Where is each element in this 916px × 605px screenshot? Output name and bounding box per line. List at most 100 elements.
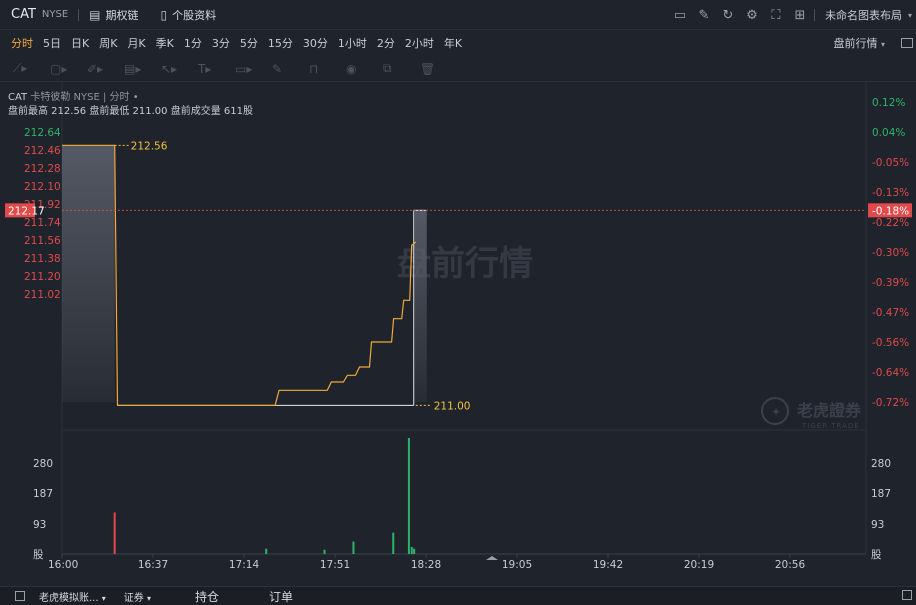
period-intraday[interactable]: 分时 [11,37,33,50]
tab-positions[interactable]: 持仓 [194,589,219,604]
price-tick-label: 212.46 [24,145,61,157]
market-session-label: 盘前行情 [833,37,878,50]
popout-icon[interactable] [902,590,912,600]
brand-sub: TIGER TRADE [801,422,860,430]
chevron-down-icon: ▾ [146,593,151,603]
volume-tick-label: 187 [33,488,53,500]
period-2h[interactable]: 2小时 [404,37,434,50]
period-1m[interactable]: 1分 [183,37,202,50]
price-tick-label: 211.20 [24,271,61,283]
market-session-selector[interactable]: 盘前行情 ▾ [833,35,885,51]
period-5d[interactable]: 5日 [43,37,61,50]
ruler-icon[interactable]: ▭▸ [235,61,253,76]
chart-area[interactable]: 212.64 212.46 212.28 212.10 211.92 211.74 211.… [0,82,916,586]
period-1h[interactable]: 1小时 [337,37,367,50]
volume-bar [407,438,410,554]
asset-type-selector[interactable]: 证券 ▾ [124,589,151,604]
period-2m[interactable]: 2分 [376,37,395,50]
pct-tick-label: -0.64% [872,367,909,379]
top-header: CAT NYSE ▤ 期权链 ▯ 个股资料 ▭ ✎ ↻ ⚙ ⛶ ⊞ 未命名图表布… [0,0,916,30]
expand-panel-icon[interactable] [901,38,913,48]
pct-tick-label: -0.72% [872,397,909,409]
cursor-icon[interactable]: ↖▸ [161,61,178,76]
volume-tick-label: 股 [33,549,44,561]
grid-icon[interactable]: ⊞ [794,7,806,23]
price-line [62,144,417,406]
rectangle-icon[interactable]: ▢▸ [50,61,68,76]
options-chain-link[interactable]: ▤ 期权链 [89,7,138,23]
period-15m[interactable]: 15分 [267,37,293,50]
brush-icon[interactable]: ✐▸ [87,61,104,76]
fullscreen-icon[interactable]: ⛶ [771,7,781,23]
time-tick-label: 16:00 [48,559,78,571]
brand-watermark: ✦ 老虎證券 TIGER TRADE [761,397,862,430]
brand-name: 老虎證券 [796,401,862,420]
volume-tick-label: 187 [871,488,891,500]
time-scroll-icon [486,556,498,560]
refresh-icon[interactable]: ↻ [722,7,734,23]
price-tick-label: 211.74 [24,217,61,229]
divider [78,8,80,21]
legend-sep: | [102,92,107,103]
pct-tick-label: 0.12% [872,97,905,109]
pct-tick-label: -0.47% [872,307,909,319]
volume-bar [410,546,413,554]
monitor-chart-icon[interactable]: ▭ [673,7,687,23]
pencil-icon[interactable]: ✎ [272,61,283,76]
pattern-icon[interactable]: ▤▸ [124,61,142,76]
time-tick-label: 19:42 [593,559,623,571]
period-5m[interactable]: 5分 [239,37,258,50]
period-monthly[interactable]: 月K [127,37,146,50]
price-volume-chart[interactable]: 212.64212.46212.28212.10211.92211.74211.… [0,82,916,586]
legend-menu-icon[interactable]: • [132,92,139,103]
text-icon[interactable]: T▸ [198,61,212,76]
drawing-toolbar: ⟋▸ ▢▸ ✐▸ ▤▸ ↖▸ T▸ ▭▸ ✎ ⊓ ◉ ⧉ 🗑 [0,56,916,82]
account-selector[interactable]: 老虎模拟账... ▾ [39,589,106,604]
price-tick-label: 212.10 [24,181,61,193]
edit-icon[interactable]: ✎ [698,7,710,23]
time-tick-label: 17:14 [229,559,260,571]
current-price-tag: 212.17 [8,205,45,217]
period-quarterly[interactable]: 季K [155,37,174,50]
current-range-shade [414,209,427,402]
low-label: 211.00 [434,400,471,412]
volume-tick-label: 280 [33,458,53,470]
gear-icon[interactable]: ⚙ [746,7,758,23]
chevron-down-icon: ▾ [880,40,885,49]
lock-icon[interactable]: ⊓ [309,61,319,76]
chevron-down-icon[interactable]: ▾ [907,10,912,20]
period-yearly[interactable]: 年K [443,37,463,50]
pct-tick-label: -0.56% [872,337,909,349]
magnet-icon[interactable]: ⧉ [383,61,392,75]
volume-bar [352,541,355,554]
time-tick-label: 20:56 [775,559,806,571]
volume-bar [265,548,268,554]
bottom-panel: 老虎模拟账... ▾ 证券 ▾ 持仓 订单 [0,586,916,605]
tab-orders[interactable]: 订单 [268,589,293,604]
volume-tick-label: 280 [871,458,891,470]
document-icon: ▯ [160,7,168,22]
high-label: 212.56 [131,140,168,152]
pct-tick-label: 0.04% [872,127,905,139]
period-bar-right: 盘前行情 ▾ [833,30,916,56]
account-label: 老虎模拟账... [39,592,99,604]
trend-line-icon[interactable]: ⟋▸ [13,61,28,75]
trash-icon[interactable]: 🗑 [420,61,436,76]
panel-toggle-icon[interactable] [15,591,25,601]
symbol-label[interactable]: CAT [11,7,36,22]
period-weekly[interactable]: 周K [99,37,118,50]
options-chain-label: 期权链 [105,8,139,22]
volume-tick-label: 股 [871,549,882,561]
legend-period: 分时 [109,92,130,103]
stock-profile-label: 个股资料 [172,8,217,22]
tiger-logo-icon: ✦ [771,405,781,419]
stock-profile-link[interactable]: ▯ 个股资料 [161,7,217,23]
period-30m[interactable]: 30分 [302,37,328,50]
period-3m[interactable]: 3分 [211,37,230,50]
period-daily[interactable]: 日K [71,37,90,50]
chart-legend-stats: 盘前最高 212.56 盘前最低 211.00 盘前成交量 611股 [8,106,253,117]
eye-icon[interactable]: ◉ [346,61,357,76]
layout-selector[interactable]: 未命名图表布局 [824,9,902,22]
time-tick-label: 18:28 [411,559,441,571]
